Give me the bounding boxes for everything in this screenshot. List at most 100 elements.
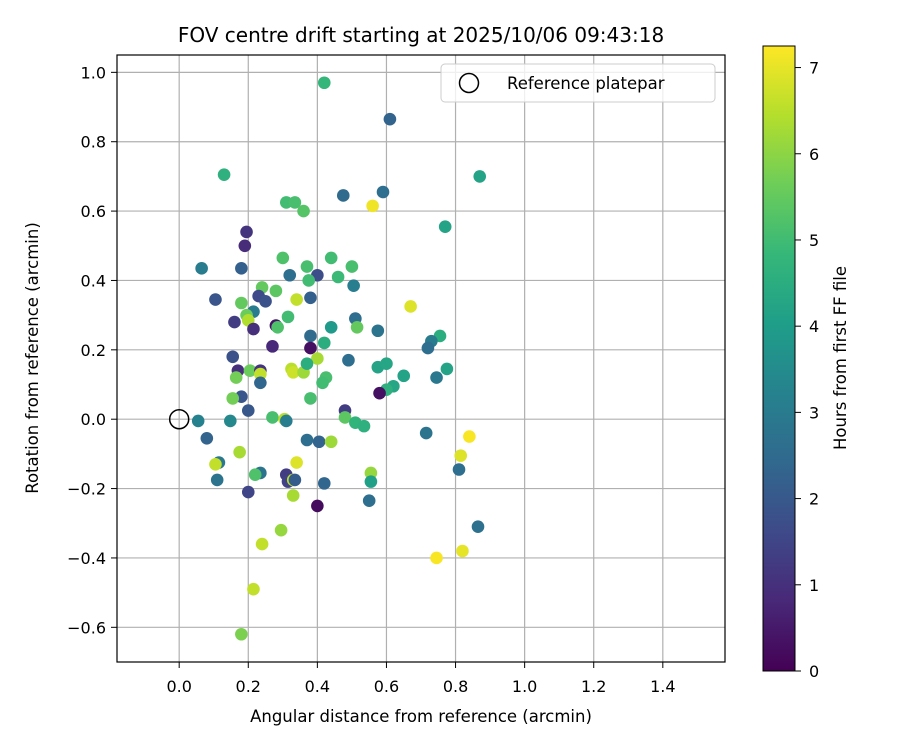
data-point bbox=[283, 268, 297, 282]
data-point bbox=[259, 294, 272, 308]
data-point bbox=[235, 296, 248, 310]
data-point bbox=[229, 371, 243, 384]
colorbar-tick-label: 4 bbox=[809, 317, 819, 336]
y-tick-label: −0.4 bbox=[67, 549, 106, 568]
data-point bbox=[336, 189, 350, 202]
data-point bbox=[276, 251, 290, 265]
data-point bbox=[286, 366, 300, 379]
data-point bbox=[304, 291, 317, 305]
data-point bbox=[209, 457, 222, 471]
data-point bbox=[288, 473, 302, 487]
colorbar-tick-label: 1 bbox=[809, 576, 819, 595]
data-point bbox=[281, 310, 295, 324]
y-tick-label: −0.2 bbox=[67, 480, 106, 499]
colorbar-tick-label: 5 bbox=[809, 231, 819, 250]
data-point bbox=[247, 322, 260, 336]
data-point bbox=[254, 367, 267, 381]
data-point bbox=[243, 364, 257, 377]
data-point bbox=[430, 371, 443, 384]
data-point bbox=[226, 350, 240, 364]
data-point bbox=[266, 340, 279, 353]
data-point bbox=[317, 336, 331, 350]
data-point bbox=[440, 362, 454, 376]
data-point bbox=[200, 431, 214, 445]
legend: Reference platepar bbox=[440, 63, 716, 103]
plot-area-frame bbox=[116, 54, 726, 663]
colorbar-tick-label: 6 bbox=[809, 145, 819, 164]
x-axis-label: Angular distance from reference (arcmin) bbox=[250, 707, 592, 726]
data-point bbox=[357, 419, 371, 433]
data-point bbox=[300, 433, 314, 447]
x-tick-label: 1.4 bbox=[650, 677, 675, 696]
legend-box bbox=[440, 63, 716, 103]
data-point bbox=[324, 435, 338, 449]
data-point bbox=[300, 260, 314, 273]
data-point bbox=[438, 220, 452, 233]
data-point bbox=[345, 260, 359, 273]
data-point bbox=[235, 262, 248, 275]
data-points bbox=[191, 76, 487, 641]
data-point bbox=[347, 279, 360, 292]
data-point bbox=[191, 414, 205, 428]
x-tick-label: 0.2 bbox=[236, 677, 261, 696]
data-point bbox=[419, 426, 433, 440]
reference-platepar-marker bbox=[168, 408, 190, 430]
y-tick-label: 0.4 bbox=[81, 271, 106, 290]
x-tick-label: 1.0 bbox=[512, 677, 537, 696]
colorbar-tick-label: 7 bbox=[809, 59, 819, 78]
data-point bbox=[456, 544, 469, 558]
colorbar-ticks: 0 1 2 3 4 5 6 7 bbox=[795, 59, 819, 681]
data-point bbox=[300, 357, 314, 371]
data-point bbox=[302, 274, 316, 287]
data-point bbox=[195, 262, 208, 275]
x-tick-label: 0.4 bbox=[305, 677, 330, 696]
data-point bbox=[454, 449, 468, 462]
data-point bbox=[397, 369, 411, 383]
data-point bbox=[290, 293, 303, 306]
y-tick-label: 0.2 bbox=[81, 341, 106, 360]
data-point bbox=[350, 320, 364, 334]
data-point bbox=[317, 477, 331, 490]
colorbar-gradient bbox=[762, 45, 796, 672]
data-point bbox=[248, 468, 262, 481]
data-point bbox=[324, 320, 338, 334]
gridlines bbox=[117, 55, 725, 662]
x-axis-ticks: 0.0 0.2 0.4 0.6 0.8 1.0 1.2 1.4 bbox=[166, 662, 676, 696]
data-point bbox=[364, 475, 378, 488]
data-point bbox=[241, 485, 255, 499]
data-point bbox=[311, 352, 324, 365]
data-point bbox=[304, 329, 317, 343]
x-tick-label: 0.0 bbox=[166, 677, 191, 696]
colorbar: 0 1 2 3 4 5 6 7 Hours from first FF file bbox=[762, 45, 850, 681]
data-point bbox=[376, 185, 390, 199]
data-point bbox=[279, 196, 293, 209]
data-point bbox=[371, 324, 385, 338]
data-point bbox=[209, 293, 222, 306]
data-point bbox=[362, 494, 376, 508]
colorbar-label: Hours from first FF file bbox=[831, 266, 850, 450]
data-point bbox=[247, 582, 260, 596]
data-point bbox=[380, 357, 393, 371]
data-point bbox=[224, 414, 237, 428]
data-point bbox=[331, 270, 345, 284]
data-point bbox=[473, 170, 487, 183]
data-point bbox=[324, 251, 338, 265]
colorbar-tick-label: 2 bbox=[809, 490, 819, 509]
data-point bbox=[288, 196, 302, 209]
y-axis-ticks: −0.6 −0.4 −0.2 0.0 0.2 0.4 0.6 0.8 1.0 bbox=[67, 63, 117, 637]
data-point bbox=[383, 112, 397, 126]
data-point bbox=[338, 411, 352, 424]
data-point bbox=[366, 199, 379, 213]
data-point bbox=[373, 386, 386, 400]
data-point bbox=[228, 315, 241, 329]
data-point bbox=[217, 168, 231, 181]
data-point bbox=[316, 376, 329, 390]
data-point bbox=[210, 473, 224, 487]
data-point bbox=[452, 463, 466, 476]
data-point bbox=[269, 284, 283, 298]
x-tick-label: 0.8 bbox=[443, 677, 468, 696]
data-point bbox=[255, 537, 269, 551]
data-point bbox=[233, 445, 246, 459]
